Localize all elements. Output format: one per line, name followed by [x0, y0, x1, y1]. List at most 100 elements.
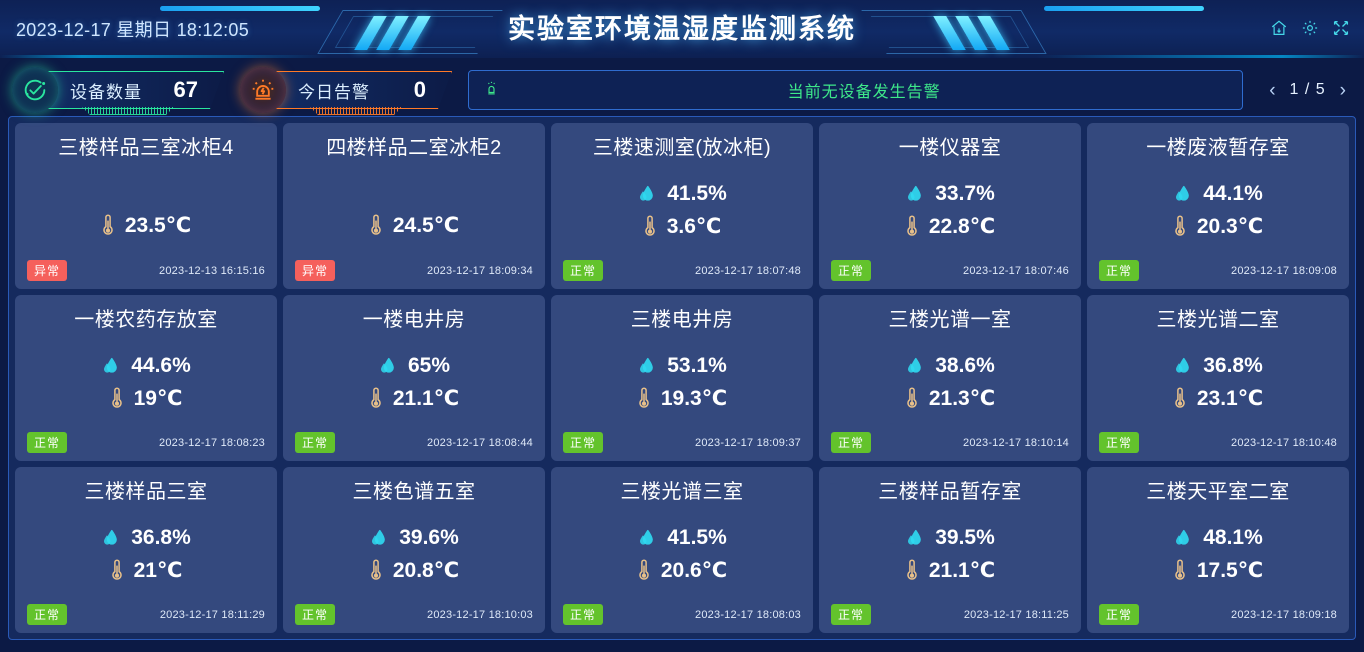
device-card[interactable]: 一楼仪器室 33.7% 2 — [819, 123, 1081, 289]
siren-icon — [240, 67, 286, 113]
humidity-reading: 44.1% — [1099, 182, 1337, 206]
last-update-timestamp: 2023-12-17 18:11:29 — [159, 608, 265, 621]
humidity-reading: 36.8% — [1099, 354, 1337, 378]
humidity-value: 33.7% — [935, 181, 995, 205]
temperature-reading: 19℃ — [27, 386, 265, 411]
humidity-reading: 41.5% — [563, 526, 801, 550]
device-card-footer: 正常 2023-12-17 18:08:03 — [563, 604, 801, 625]
status-badge: 正常 — [563, 432, 604, 453]
device-card[interactable]: 三楼样品暂存室 39.5% — [819, 467, 1081, 633]
last-update-timestamp: 2023-12-17 18:10:48 — [1231, 436, 1337, 449]
humidity-drop-icon — [1173, 183, 1193, 205]
last-update-timestamp: 2023-12-17 18:07:48 — [695, 264, 801, 277]
last-update-timestamp: 2023-12-17 18:08:03 — [695, 608, 801, 621]
temperature-value: 22.8℃ — [928, 214, 996, 238]
device-name: 三楼光谱二室 — [1156, 309, 1280, 331]
device-card[interactable]: 三楼样品三室冰柜4 23 — [15, 123, 277, 289]
humidity-reading: 36.8% — [27, 526, 265, 550]
thermometer-icon — [637, 386, 651, 410]
temperature-reading: 20.6℃ — [563, 558, 801, 583]
pagination-prev-button[interactable]: ‹ — [1269, 79, 1276, 101]
device-card[interactable]: 三楼样品三室 36.8% — [15, 467, 277, 633]
today-alarm-label: 今日告警 — [298, 82, 370, 102]
device-card[interactable]: 一楼电井房 65% 21. — [283, 295, 545, 461]
humidity-drop-icon — [637, 527, 657, 549]
device-card-footer: 正常 2023-12-17 18:10:14 — [831, 432, 1069, 453]
header-accent-bar-left — [160, 6, 320, 11]
humidity-value: 39.6% — [399, 525, 459, 549]
humidity-drop-icon — [905, 527, 925, 549]
temperature-reading: 24.5℃ — [295, 213, 533, 238]
thermometer-icon — [110, 558, 124, 582]
device-card[interactable]: 三楼速测室(放冰柜) 41.5% — [551, 123, 813, 289]
device-readings: 33.7% 22.8℃ — [831, 164, 1069, 256]
humidity-value: 39.5% — [935, 525, 995, 549]
device-card[interactable]: 三楼天平室二室 48.1% — [1087, 467, 1349, 633]
temperature-value: 21.1℃ — [928, 558, 996, 582]
temperature-reading: 20.3℃ — [1099, 214, 1337, 239]
thermometer-icon — [1173, 214, 1187, 238]
last-update-timestamp: 2023-12-17 18:11:25 — [963, 608, 1069, 621]
device-name: 一楼仪器室 — [898, 137, 1002, 159]
device-count-widget: 设备数量 67 — [12, 67, 224, 113]
temperature-value: 20.3℃ — [1196, 214, 1264, 238]
thermometer-icon — [637, 558, 651, 582]
humidity-drop-icon — [101, 527, 121, 549]
status-badge: 正常 — [831, 432, 872, 453]
humidity-drop-icon — [905, 355, 925, 377]
device-name: 三楼光谱三室 — [620, 481, 744, 503]
device-card[interactable]: 三楼光谱三室 41.5% — [551, 467, 813, 633]
humidity-drop-icon — [369, 527, 389, 549]
temperature-value: 21.3℃ — [928, 386, 996, 410]
temperature-reading: 21℃ — [27, 558, 265, 583]
device-card[interactable]: 四楼样品二室冰柜2 24 — [283, 123, 545, 289]
device-panel: 三楼样品三室冰柜4 23 — [8, 116, 1356, 640]
device-card[interactable]: 一楼废液暂存室 44.1% — [1087, 123, 1349, 289]
temperature-value: 23.5℃ — [124, 213, 192, 237]
device-card-footer: 正常 2023-12-17 18:09:37 — [563, 432, 801, 453]
last-update-timestamp: 2023-12-17 18:10:14 — [963, 436, 1069, 449]
device-name: 三楼电井房 — [630, 309, 734, 331]
temperature-value: 19℃ — [133, 386, 183, 410]
status-badge: 正常 — [295, 432, 336, 453]
fullscreen-icon[interactable] — [1332, 19, 1350, 37]
humidity-reading: 39.5% — [831, 526, 1069, 550]
humidity-drop-icon — [378, 355, 398, 377]
device-name: 一楼废液暂存室 — [1146, 137, 1290, 159]
device-card-grid: 三楼样品三室冰柜4 23 — [15, 123, 1349, 633]
device-readings: 48.1% 17.5℃ — [1099, 508, 1337, 600]
alarm-banner: 当前无设备发生告警 — [468, 70, 1244, 110]
device-card[interactable]: 三楼色谱五室 39.6% — [283, 467, 545, 633]
humidity-drop-icon — [1173, 355, 1193, 377]
humidity-value: 41.5% — [667, 181, 727, 205]
gear-icon[interactable] — [1301, 19, 1319, 37]
temperature-value: 21.1℃ — [392, 386, 460, 410]
device-card[interactable]: 三楼光谱一室 38.6% — [819, 295, 1081, 461]
device-name: 一楼电井房 — [362, 309, 466, 331]
thermometer-icon — [905, 558, 919, 582]
last-update-timestamp: 2023-12-17 18:08:44 — [427, 436, 533, 449]
temperature-value: 20.8℃ — [392, 558, 460, 582]
last-update-timestamp: 2023-12-17 18:09:08 — [1231, 264, 1337, 277]
last-update-timestamp: 2023-12-17 18:07:46 — [963, 264, 1069, 277]
alarm-banner-message: 当前无设备发生告警 — [787, 84, 941, 101]
device-card[interactable]: 三楼光谱二室 36.8% — [1087, 295, 1349, 461]
temperature-reading: 3.6℃ — [563, 214, 801, 239]
humidity-reading: 65% — [295, 354, 533, 378]
temperature-reading: 17.5℃ — [1099, 558, 1337, 583]
thermometer-icon — [1173, 558, 1187, 582]
pagination-next-button[interactable]: › — [1339, 79, 1346, 101]
device-readings: 36.8% 21℃ — [27, 508, 265, 600]
device-card[interactable]: 三楼电井房 53.1% 1 — [551, 295, 813, 461]
device-card[interactable]: 一楼农药存放室 44.6% — [15, 295, 277, 461]
header-icon-group — [1270, 19, 1350, 37]
home-icon[interactable] — [1270, 19, 1288, 37]
temperature-value: 20.6℃ — [660, 558, 728, 582]
thermometer-icon — [369, 386, 383, 410]
status-badge: 正常 — [1099, 260, 1140, 281]
temperature-value: 24.5℃ — [392, 213, 460, 237]
check-circle-icon — [12, 67, 58, 113]
pagination-info: 1 / 5 — [1289, 81, 1326, 98]
humidity-drop-icon — [637, 183, 657, 205]
device-card-footer: 异常 2023-12-17 18:09:34 — [295, 260, 533, 281]
